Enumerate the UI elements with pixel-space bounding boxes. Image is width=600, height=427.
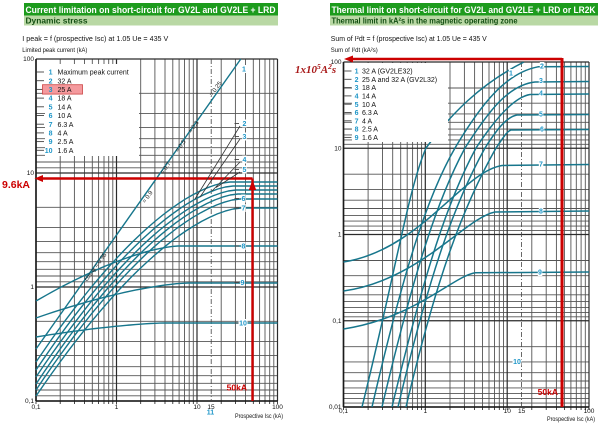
svg-text:9: 9 <box>538 270 542 277</box>
svg-text:8: 8 <box>49 131 53 138</box>
svg-text:1: 1 <box>423 408 427 415</box>
svg-text:0,1: 0,1 <box>332 318 341 325</box>
svg-text:1: 1 <box>49 70 53 77</box>
svg-text:18 A: 18 A <box>362 85 376 92</box>
svg-text:6: 6 <box>355 110 359 117</box>
svg-text:5: 5 <box>49 104 53 111</box>
svg-text:2: 2 <box>49 78 53 85</box>
svg-text:Sum of I²dt (kA²s): Sum of I²dt (kA²s) <box>331 48 378 54</box>
svg-text:6.3 A: 6.3 A <box>58 122 74 129</box>
svg-text:10 A: 10 A <box>362 102 376 109</box>
svg-text:0,01: 0,01 <box>329 404 342 411</box>
svg-text:8: 8 <box>355 127 359 134</box>
svg-text:Limited peak current (kA): Limited peak current (kA) <box>22 48 87 54</box>
svg-text:7: 7 <box>539 162 543 169</box>
svg-text:1: 1 <box>30 284 34 291</box>
svg-text:1: 1 <box>338 232 342 239</box>
svg-text:10: 10 <box>513 359 521 366</box>
svg-text:6: 6 <box>242 196 246 203</box>
svg-text:Current limitation on short-ci: Current limitation on short-circuit for … <box>26 5 276 16</box>
svg-text:10: 10 <box>27 170 35 177</box>
svg-text:2: 2 <box>243 121 247 128</box>
svg-text:25 A: 25 A <box>58 87 72 94</box>
svg-text:11: 11 <box>207 410 215 417</box>
svg-text:14 A: 14 A <box>362 94 376 101</box>
svg-text:I peak = f (prospective Isc) a: I peak = f (prospective Isc) at 1.05 Ue … <box>22 34 168 43</box>
svg-text:10: 10 <box>45 148 53 155</box>
svg-text:Dynamic stress: Dynamic stress <box>26 17 89 26</box>
svg-text:8: 8 <box>242 244 246 251</box>
svg-text:Maximum peak current: Maximum peak current <box>58 70 129 77</box>
svg-text:10: 10 <box>334 145 342 152</box>
svg-text:9: 9 <box>241 280 245 287</box>
svg-text:0,1: 0,1 <box>25 398 34 405</box>
svg-text:5: 5 <box>243 167 247 174</box>
svg-text:Sum of I²dt = f (prospective I: Sum of I²dt = f (prospective Isc) at 1.0… <box>331 34 487 43</box>
svg-text:7: 7 <box>355 118 359 125</box>
svg-text:100: 100 <box>272 404 283 411</box>
svg-text:1.6 A: 1.6 A <box>58 148 74 155</box>
svg-text:9.6kA: 9.6kA <box>2 179 30 191</box>
svg-text:Thermal limit in kA²s in the m: Thermal limit in kA²s in the magnetic op… <box>332 17 519 26</box>
svg-text:4: 4 <box>49 96 53 103</box>
svg-text:2.5 A: 2.5 A <box>58 139 74 146</box>
svg-text:3: 3 <box>243 134 247 141</box>
svg-text:25 A and 32 A (GV2L32): 25 A and 32 A (GV2L32) <box>362 77 437 84</box>
svg-text:9: 9 <box>49 139 53 146</box>
svg-text:3: 3 <box>49 87 53 94</box>
svg-text:1: 1 <box>115 404 119 411</box>
svg-text:10: 10 <box>193 404 201 411</box>
svg-text:50kA: 50kA <box>227 383 247 393</box>
svg-text:10: 10 <box>504 408 512 415</box>
svg-text:100: 100 <box>331 59 342 66</box>
svg-text:18 A: 18 A <box>58 96 72 103</box>
svg-text:Thermal limit on short-circuit: Thermal limit on short-circuit for GV2L … <box>332 5 596 16</box>
svg-text:15: 15 <box>518 408 526 415</box>
svg-text:6: 6 <box>540 127 544 134</box>
svg-text:10: 10 <box>239 321 247 328</box>
svg-text:100: 100 <box>23 56 34 63</box>
svg-text:3: 3 <box>355 85 359 92</box>
svg-text:5: 5 <box>539 112 543 119</box>
svg-text:4: 4 <box>243 157 247 164</box>
svg-text:1.6 A: 1.6 A <box>362 135 378 142</box>
svg-text:0,1: 0,1 <box>31 404 40 411</box>
svg-text:4 A: 4 A <box>362 118 372 125</box>
svg-text:32 A: 32 A <box>58 78 72 85</box>
svg-text:5: 5 <box>355 102 359 109</box>
svg-text:32 A (GV2LE32): 32 A (GV2LE32) <box>362 69 413 76</box>
svg-text:4: 4 <box>355 94 359 101</box>
svg-text:1: 1 <box>242 67 246 74</box>
svg-text:9: 9 <box>355 135 359 142</box>
svg-text:6: 6 <box>49 113 53 120</box>
svg-text:1: 1 <box>509 71 513 78</box>
svg-text:6.3 A: 6.3 A <box>362 110 378 117</box>
svg-text:Prospective Isc (kA): Prospective Isc (kA) <box>235 414 283 420</box>
svg-text:7: 7 <box>242 206 246 213</box>
svg-text:15: 15 <box>207 404 215 411</box>
svg-text:2: 2 <box>355 77 359 84</box>
svg-text:14 A: 14 A <box>58 104 72 111</box>
svg-text:100: 100 <box>584 408 595 415</box>
svg-text:0,1: 0,1 <box>339 408 348 415</box>
svg-text:2.5 A: 2.5 A <box>362 127 378 134</box>
svg-text:8: 8 <box>539 209 543 216</box>
svg-text:1: 1 <box>355 69 359 76</box>
svg-text:3: 3 <box>539 78 543 85</box>
svg-text:10 A: 10 A <box>58 113 72 120</box>
svg-text:7: 7 <box>49 122 53 129</box>
svg-text:50kA: 50kA <box>538 387 558 397</box>
svg-text:1x105A2s: 1x105A2s <box>295 62 336 76</box>
svg-text:4: 4 <box>539 91 543 98</box>
svg-text:4 A: 4 A <box>58 131 68 138</box>
svg-text:Prospective Isc (kA): Prospective Isc (kA) <box>547 417 595 423</box>
svg-text:2: 2 <box>540 64 544 71</box>
